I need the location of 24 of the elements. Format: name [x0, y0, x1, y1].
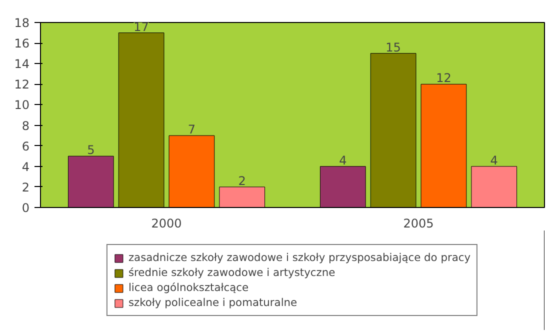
data-label: 12 [436, 71, 452, 86]
y-tick-label: 18 [14, 16, 30, 30]
legend-label: licea ogólnokształcące [128, 281, 249, 294]
data-label: 17 [134, 20, 149, 34]
legend-label: zasadnicze szkoły zawodowe i szkoły przysposabiające do pracy [128, 251, 471, 264]
x-tick-label: 2000 [151, 216, 182, 230]
data-label: 15 [386, 40, 401, 54]
y-tick-label: 14 [14, 57, 30, 72]
y-tick-label: 4 [22, 160, 30, 174]
legend-label: szkoły policealne i pomaturalne [128, 296, 298, 309]
data-label: 2 [238, 174, 246, 188]
y-tick-label: 8 [22, 118, 30, 133]
data-label: 4 [339, 153, 347, 168]
data-label: 5 [87, 143, 95, 158]
y-tick-label: 0 [22, 201, 30, 215]
y-tick-label: 6 [22, 139, 30, 154]
x-tick-label: 2005 [403, 216, 434, 230]
y-tick-label: 16 [14, 36, 30, 51]
y-tick-label: 12 [14, 78, 30, 92]
legend-label: średnie szkoły zawodowe i artystyczne [128, 266, 336, 279]
y-tick-label: 10 [14, 98, 30, 112]
data-label: 4 [490, 153, 498, 168]
y-tick-label: 2 [22, 180, 30, 194]
data-label: 7 [188, 122, 196, 137]
